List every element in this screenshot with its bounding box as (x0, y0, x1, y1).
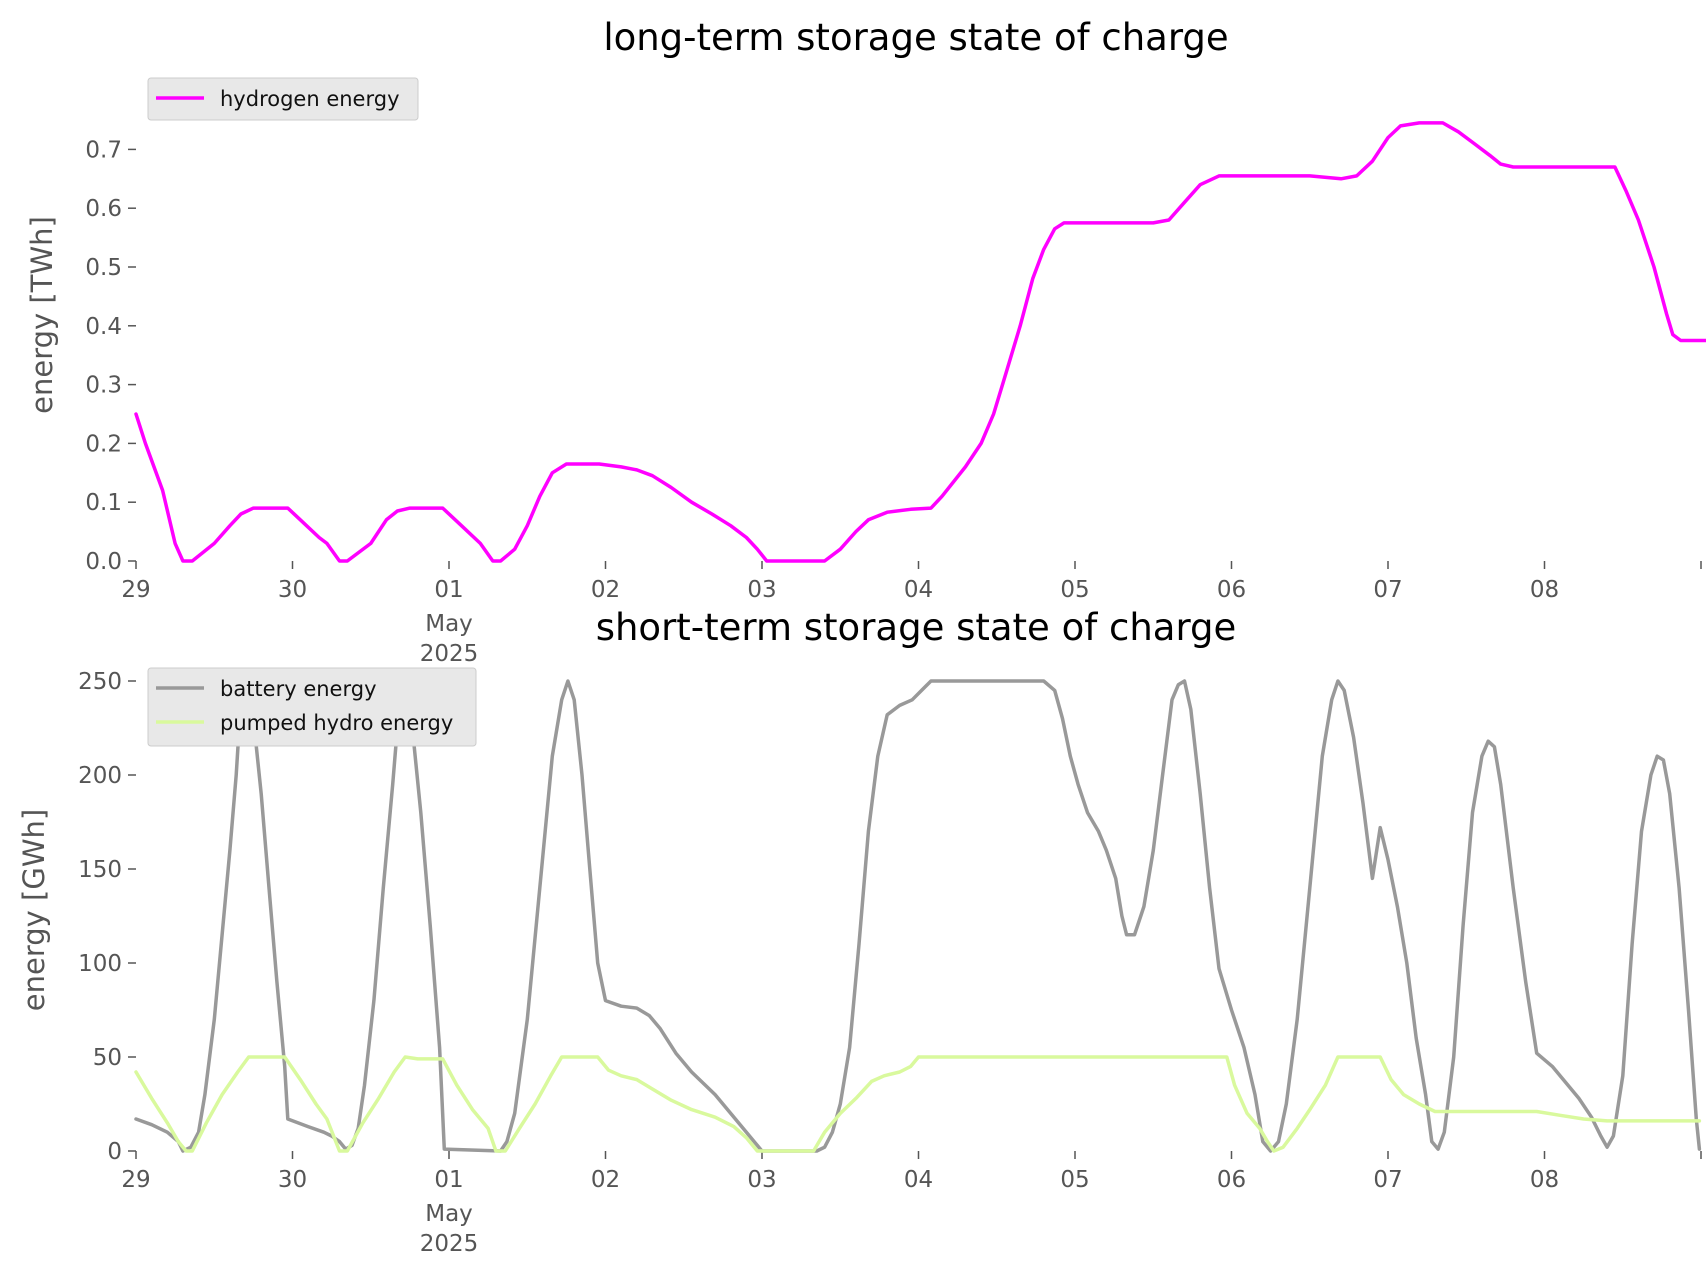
plot-area-long-term (134, 121, 1706, 563)
legend-label-pumped-hydro: pumped hydro energy (220, 711, 453, 735)
legend-label-hydrogen: hydrogen energy (220, 87, 400, 111)
y-tick-label: 150 (78, 857, 122, 883)
chart-title-long-term: long-term storage state of charge (603, 16, 1228, 59)
y-tick-label: 0.2 (85, 431, 122, 457)
x-tick-label: 08 (1530, 577, 1559, 603)
x-tick-label: 05 (1060, 577, 1089, 603)
series-line-battery-energy (134, 679, 1702, 1153)
x-tick-label: 01 (434, 577, 463, 603)
chart-short-term: short-term storage state of charge energ… (17, 606, 1702, 1257)
x-tick-label: 04 (904, 577, 933, 603)
x-tick-label: 29 (121, 577, 150, 603)
x-tick-label: 03 (747, 1167, 776, 1193)
y-tick-label: 0 (107, 1139, 122, 1165)
x-tick-sublabel: 2025 (420, 641, 479, 667)
y-tick-label: 0.7 (85, 137, 122, 163)
x-tick-label: 02 (591, 577, 620, 603)
legend-short-term: battery energy pumped hydro energy (147, 667, 477, 747)
x-tick-sublabel: 2025 (420, 1231, 479, 1257)
x-tick-label: 07 (1373, 1167, 1402, 1193)
chart-title-short-term: short-term storage state of charge (596, 606, 1237, 649)
y-ticks-long-term: 0.0 0.1 0.2 0.3 0.4 0.5 0.6 0.7 (85, 137, 136, 575)
x-ticks-long-term: 29 30 01 May 2025 02 03 04 05 06 07 08 (121, 561, 1702, 667)
x-tick-label: 29 (121, 1167, 150, 1193)
y-tick-label: 50 (93, 1045, 122, 1071)
series-line-hydrogen-energy (134, 121, 1706, 563)
x-tick-sublabel: May (425, 611, 473, 637)
y-axis-label-long-term: energy [TWh] (25, 216, 59, 414)
x-tick-label: 08 (1530, 1167, 1559, 1193)
x-tick-label: 04 (904, 1167, 933, 1193)
y-tick-label: 0.4 (85, 314, 122, 340)
x-tick-label: 05 (1060, 1167, 1089, 1193)
legend-long-term: hydrogen energy (147, 77, 419, 121)
chart-long-term: long-term storage state of charge energy… (25, 16, 1706, 667)
y-tick-label: 250 (78, 669, 122, 695)
y-ticks-short-term: 0 50 100 150 200 250 (78, 669, 136, 1165)
y-tick-label: 0.1 (85, 490, 122, 516)
x-tick-label: 06 (1217, 1167, 1246, 1193)
x-ticks-short-term: 29 30 01 May 2025 02 03 04 05 06 07 08 (121, 1151, 1702, 1257)
x-tick-label: 06 (1217, 577, 1246, 603)
x-tick-label: 03 (747, 577, 776, 603)
series-line-pumped-hydro-energy (134, 1055, 1702, 1153)
x-tick-label: 07 (1373, 577, 1402, 603)
x-tick-sublabel: May (425, 1201, 473, 1227)
y-tick-label: 200 (78, 763, 122, 789)
x-tick-label: 30 (278, 1167, 307, 1193)
plot-area-short-term (134, 679, 1702, 1153)
y-tick-label: 100 (78, 951, 122, 977)
y-tick-label: 0.6 (85, 196, 122, 222)
y-axis-label-short-term: energy [GWh] (17, 809, 51, 1011)
legend-label-battery: battery energy (220, 677, 377, 701)
x-tick-label: 02 (591, 1167, 620, 1193)
x-tick-label: 30 (278, 577, 307, 603)
x-tick-label: 01 (434, 1167, 463, 1193)
y-tick-label: 0.5 (85, 255, 122, 281)
y-tick-label: 0.3 (85, 373, 122, 399)
y-tick-label: 0.0 (85, 549, 122, 575)
